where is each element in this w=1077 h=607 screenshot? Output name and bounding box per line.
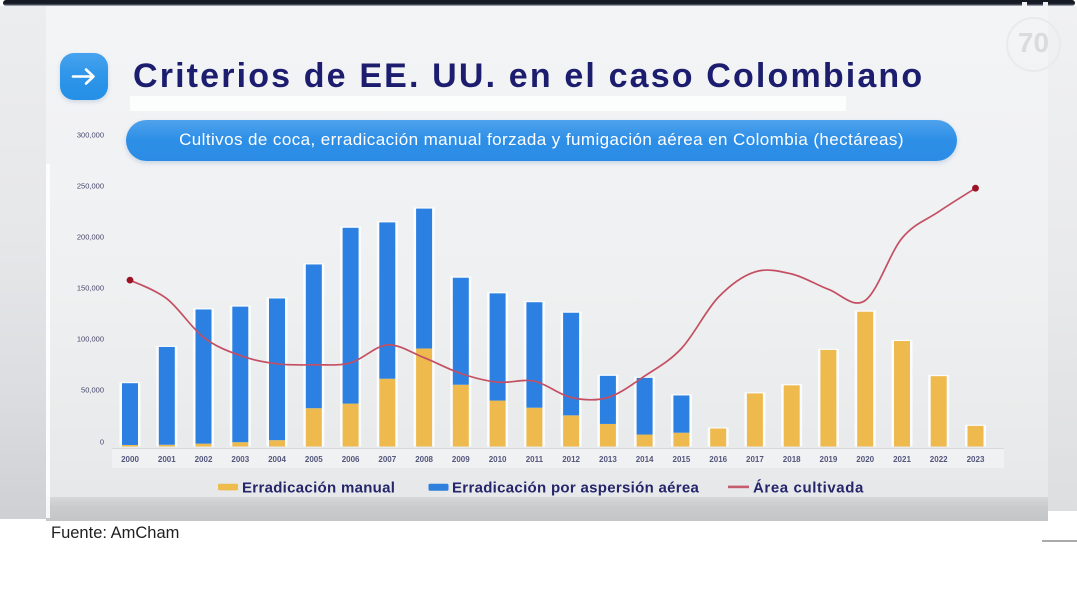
svg-text:2017: 2017 — [746, 455, 764, 464]
svg-text:2011: 2011 — [526, 455, 544, 464]
svg-text:2000: 2000 — [121, 455, 139, 464]
svg-text:200,000: 200,000 — [77, 233, 104, 242]
svg-text:2023: 2023 — [967, 455, 985, 464]
svg-text:2003: 2003 — [231, 455, 249, 464]
svg-text:2009: 2009 — [452, 455, 470, 464]
svg-text:2010: 2010 — [489, 455, 507, 464]
svg-text:2019: 2019 — [820, 455, 838, 464]
svg-text:2015: 2015 — [673, 455, 691, 464]
svg-text:2004: 2004 — [268, 455, 286, 464]
svg-text:2013: 2013 — [599, 455, 617, 464]
svg-text:2007: 2007 — [378, 455, 396, 464]
svg-text:300,000: 300,000 — [77, 131, 104, 140]
svg-text:Área cultivada: Área cultivada — [753, 480, 864, 497]
svg-text:2016: 2016 — [709, 455, 727, 464]
svg-text:100,000: 100,000 — [77, 335, 104, 344]
svg-text:2021: 2021 — [893, 455, 911, 464]
svg-text:Erradicación por aspersión aér: Erradicación por aspersión aérea — [452, 480, 700, 497]
svg-text:150,000: 150,000 — [77, 284, 104, 293]
svg-text:2002: 2002 — [195, 455, 213, 464]
svg-text:2020: 2020 — [856, 455, 874, 464]
svg-text:250,000: 250,000 — [77, 182, 104, 191]
svg-text:2014: 2014 — [636, 455, 654, 464]
svg-text:50,000: 50,000 — [81, 386, 104, 395]
svg-text:2022: 2022 — [930, 455, 948, 464]
svg-text:2008: 2008 — [415, 455, 433, 464]
svg-text:2012: 2012 — [562, 455, 580, 464]
svg-text:2006: 2006 — [342, 455, 360, 464]
svg-text:2001: 2001 — [158, 455, 176, 464]
svg-text:0: 0 — [100, 438, 104, 447]
svg-text:2018: 2018 — [783, 455, 801, 464]
svg-text:2005: 2005 — [305, 455, 323, 464]
svg-text:Erradicación manual: Erradicación manual — [242, 480, 395, 497]
